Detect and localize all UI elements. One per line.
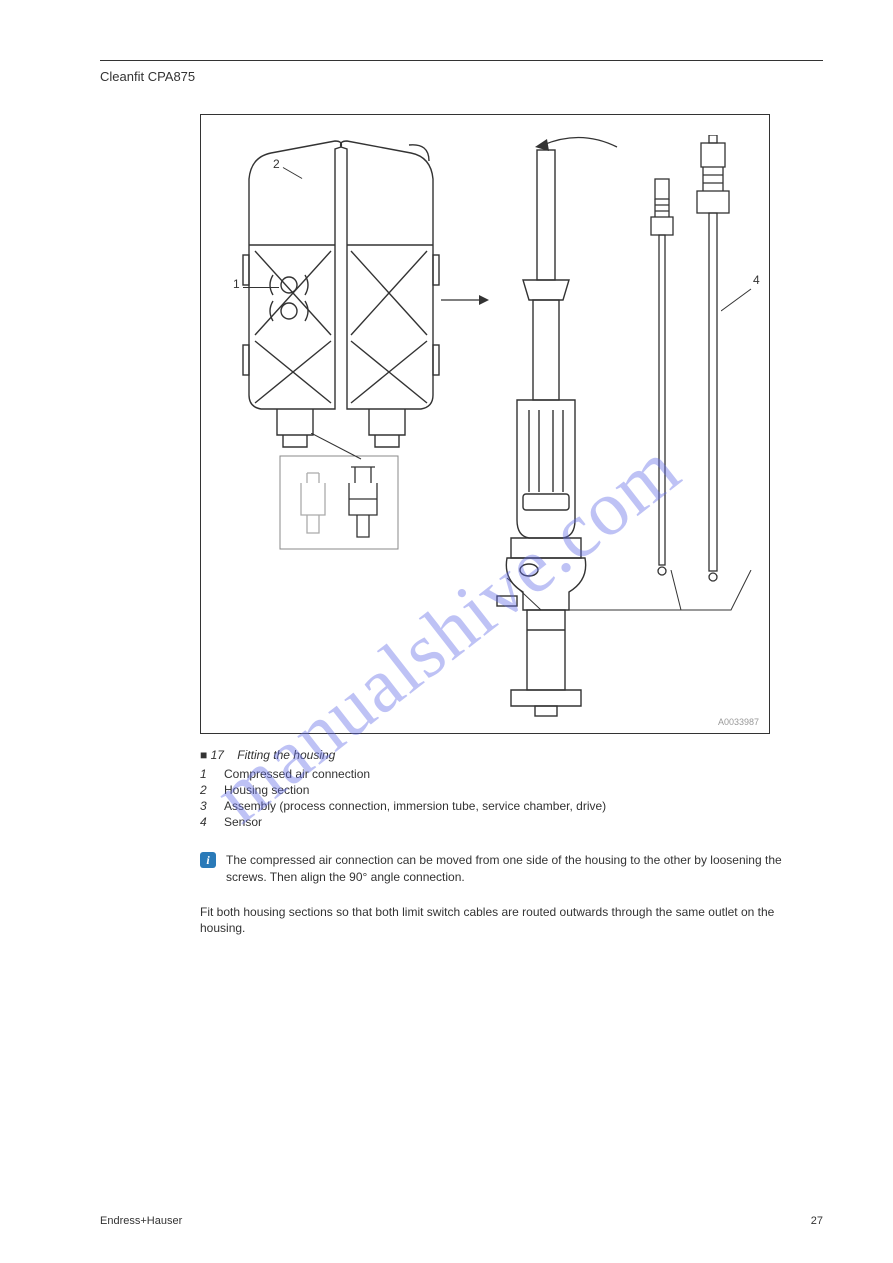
legend-row: 3 Assembly (process connection, immersio… — [200, 798, 614, 814]
sensors-drawing — [631, 135, 751, 615]
callout-1: 1 — [233, 277, 240, 291]
sensor-leader — [501, 570, 761, 630]
legend-text: Housing section — [224, 782, 614, 798]
figure-legend: 1 Compressed air connection 2 Housing se… — [200, 766, 614, 830]
callout4-leader — [721, 285, 761, 315]
legend-num: 1 — [200, 766, 224, 782]
page-footer: Endress+Hauser 27 — [0, 1215, 893, 1227]
caption-label: ■ 17 — [200, 748, 224, 762]
inset-leader — [311, 433, 371, 463]
arrow-top-curve — [531, 127, 621, 157]
info-icon: i — [200, 852, 216, 868]
legend-text: Assembly (process connection, immersion … — [224, 798, 614, 814]
legend-text: Sensor — [224, 814, 614, 830]
callout-4: 4 — [753, 273, 760, 287]
arrow-housing-to-assembly — [439, 290, 489, 310]
legend-row: 4 Sensor — [200, 814, 614, 830]
info-text: The compressed air connection can be mov… — [226, 852, 806, 886]
callout-1-line — [243, 287, 279, 288]
legend-row: 2 Housing section — [200, 782, 614, 798]
header-rule — [100, 60, 823, 61]
assembly-drawing — [471, 140, 621, 720]
caption-text: Fitting the housing — [237, 748, 335, 762]
body-paragraph: Fit both housing sections so that both l… — [200, 904, 800, 938]
figure-caption: ■ 17 Fitting the housing — [200, 748, 823, 762]
detail-inset — [279, 455, 399, 550]
legend-text: Compressed air connection — [224, 766, 614, 782]
page: Cleanfit CPA875 — [0, 0, 893, 977]
legend-num: 3 — [200, 798, 224, 814]
callout-2: 2 — [273, 157, 280, 171]
legend-num: 2 — [200, 782, 224, 798]
legend-num: 4 — [200, 814, 224, 830]
figure-reference: A0033987 — [718, 717, 759, 727]
legend-row: 1 Compressed air connection — [200, 766, 614, 782]
figure-box: 1 2 4 A0033987 — [200, 114, 770, 734]
footer-right: 27 — [811, 1215, 823, 1227]
footer-left: Endress+Hauser — [100, 1215, 182, 1227]
info-note: i The compressed air connection can be m… — [200, 852, 823, 886]
page-title: Cleanfit CPA875 — [100, 69, 823, 84]
